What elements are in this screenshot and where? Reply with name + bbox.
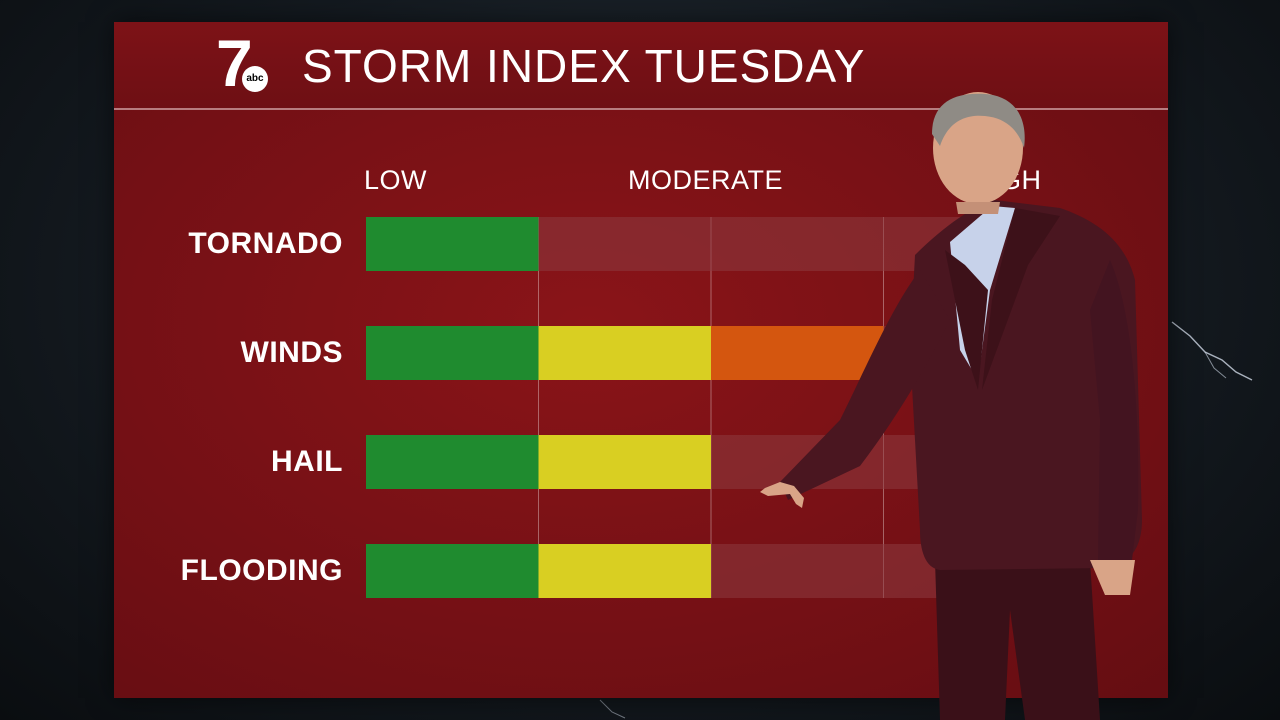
empty-segment-tornado-3 — [711, 217, 884, 271]
bar-segment-tornado-1 — [366, 217, 539, 271]
empty-segment-flooding-3 — [711, 544, 884, 598]
bar-segment-hail-2 — [538, 435, 711, 489]
station-logo: 7 abc — [214, 30, 274, 100]
bar-segment-winds-3 — [711, 326, 884, 380]
category-label-tornado: TORNADO — [188, 227, 343, 260]
presenter-figure — [760, 92, 1142, 720]
level-label-low: LOW — [364, 165, 428, 195]
bar-segment-winds-1 — [366, 326, 539, 380]
bar-segment-winds-2 — [538, 326, 711, 380]
chart-title: STORM INDEX TUESDAY — [302, 40, 866, 92]
category-label-hail: HAIL — [271, 445, 343, 478]
empty-segment-tornado-2 — [538, 217, 711, 271]
level-label-moderate: MODERATE — [628, 165, 784, 195]
category-label-flooding: FLOODING — [180, 554, 343, 587]
bar-segment-flooding-2 — [538, 544, 711, 598]
logo-network: abc — [242, 66, 268, 92]
bar-segment-hail-1 — [366, 435, 539, 489]
bar-segment-flooding-1 — [366, 544, 539, 598]
category-label-winds: WINDS — [240, 336, 343, 369]
